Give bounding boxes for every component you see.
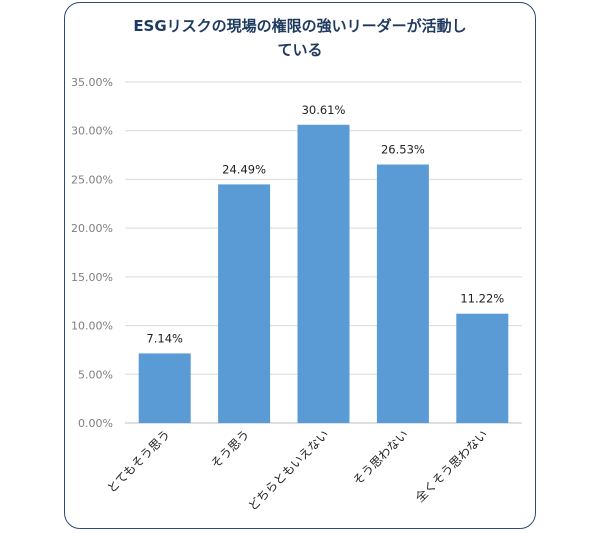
y-tick-label: 20.00% <box>71 222 113 235</box>
chart-title: ESGリスクの現場の権限の強いリーダーが活動し ている <box>0 14 600 62</box>
x-category-label: 全くそう思わない <box>412 427 490 505</box>
y-tick-label: 10.00% <box>71 320 113 333</box>
x-category-label: とてもそう思う <box>104 427 172 495</box>
data-label: 30.61% <box>302 103 346 117</box>
data-label: 7.14% <box>146 331 183 345</box>
x-category-label: そう思う <box>208 427 252 471</box>
chart-title-line-2: ている <box>277 41 323 59</box>
data-label: 24.49% <box>222 162 266 176</box>
y-tick-label: 5.00% <box>78 368 113 381</box>
bar <box>456 313 509 423</box>
y-tick-label: 35.00% <box>71 76 113 89</box>
bar <box>218 184 271 423</box>
y-tick-label: 30.00% <box>71 125 113 138</box>
x-category-label: どちらともいえない <box>246 427 332 513</box>
y-tick-label: 25.00% <box>71 173 113 186</box>
bar <box>376 164 429 423</box>
data-label: 11.22% <box>460 292 504 306</box>
bar <box>297 124 350 423</box>
x-category-label: そう思わない <box>350 427 411 488</box>
bar <box>138 353 191 423</box>
y-tick-label: 0.00% <box>78 417 113 430</box>
chart-title-line-1: ESGリスクの現場の権限の強いリーダーが活動し <box>133 17 467 35</box>
data-label: 26.53% <box>381 143 425 157</box>
y-tick-label: 15.00% <box>71 271 113 284</box>
